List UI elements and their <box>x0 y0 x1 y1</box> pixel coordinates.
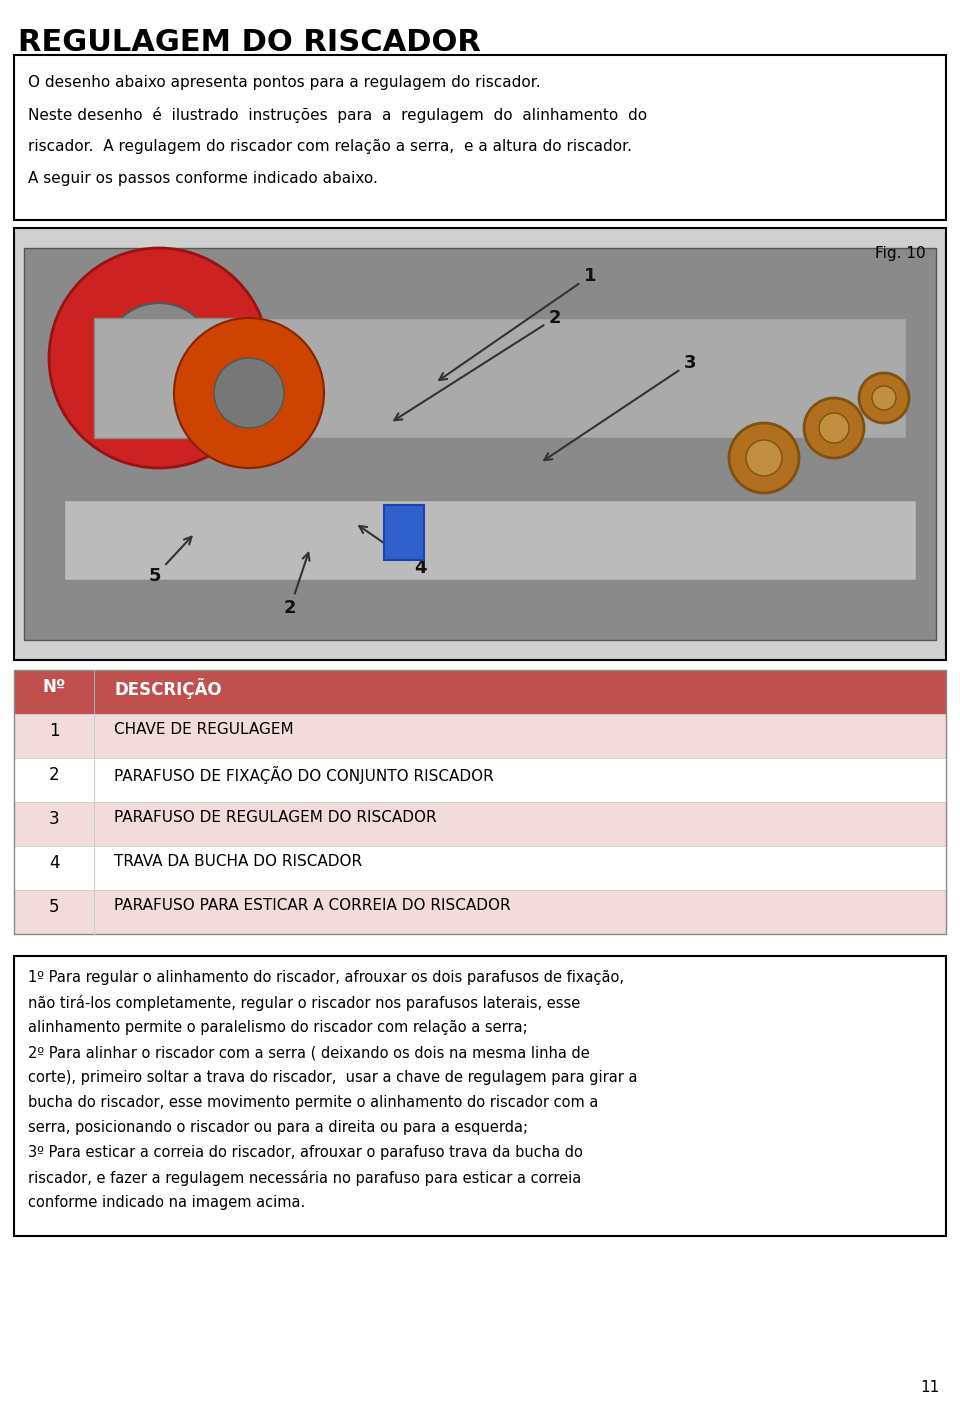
Text: TRAVA DA BUCHA DO RISCADOR: TRAVA DA BUCHA DO RISCADOR <box>114 854 362 869</box>
Text: serra, posicionando o riscador ou para a direita ou para a esquerda;: serra, posicionando o riscador ou para a… <box>28 1120 528 1136</box>
Circle shape <box>729 423 799 494</box>
Text: Fig. 10: Fig. 10 <box>876 245 926 261</box>
Text: corte), primeiro soltar a trava do riscador,  usar a chave de regulagem para gir: corte), primeiro soltar a trava do risca… <box>28 1070 637 1085</box>
Text: Neste desenho  é  ilustrado  instruções  para  a  regulagem  do  alinhamento  do: Neste desenho é ilustrado instruções par… <box>28 107 647 123</box>
Text: 1: 1 <box>49 722 60 740</box>
Text: PARAFUSO DE REGULAGEM DO RISCADOR: PARAFUSO DE REGULAGEM DO RISCADOR <box>114 810 437 824</box>
Text: conforme indicado na imagem acima.: conforme indicado na imagem acima. <box>28 1195 305 1210</box>
Circle shape <box>819 414 849 443</box>
Circle shape <box>104 303 214 414</box>
Bar <box>24 248 936 639</box>
Text: 1: 1 <box>440 266 596 380</box>
Bar <box>14 670 946 714</box>
Text: PARAFUSO PARA ESTICAR A CORREIA DO RISCADOR: PARAFUSO PARA ESTICAR A CORREIA DO RISCA… <box>114 899 511 913</box>
Text: 3º Para esticar a correia do riscador, afrouxar o parafuso trava da bucha do: 3º Para esticar a correia do riscador, a… <box>28 1145 583 1159</box>
Bar <box>384 505 424 559</box>
Bar <box>14 670 946 934</box>
Text: REGULAGEM DO RISCADOR: REGULAGEM DO RISCADOR <box>18 28 481 57</box>
Text: bucha do riscador, esse movimento permite o alinhamento do riscador com a: bucha do riscador, esse movimento permit… <box>28 1095 598 1110</box>
Text: riscador.  A regulagem do riscador com relação a serra,  e a altura do riscador.: riscador. A regulagem do riscador com re… <box>28 139 632 154</box>
Text: riscador, e fazer a regulagem necessária no parafuso para esticar a correia: riscador, e fazer a regulagem necessária… <box>28 1171 581 1186</box>
Text: 5: 5 <box>49 899 60 916</box>
Circle shape <box>746 440 782 477</box>
Bar <box>94 318 906 437</box>
Text: CHAVE DE REGULAGEM: CHAVE DE REGULAGEM <box>114 722 294 737</box>
Circle shape <box>859 373 909 423</box>
Bar <box>14 802 946 845</box>
Bar <box>14 758 946 802</box>
Text: alinhamento permite o paralelismo do riscador com relação a serra;: alinhamento permite o paralelismo do ris… <box>28 1021 528 1035</box>
Bar <box>64 501 916 580</box>
Text: 1º Para regular o alinhamento do riscador, afrouxar os dois parafusos de fixação: 1º Para regular o alinhamento do riscado… <box>28 970 624 986</box>
Bar <box>14 55 946 220</box>
Circle shape <box>804 398 864 458</box>
Text: 5: 5 <box>149 537 192 585</box>
Text: 2: 2 <box>49 765 60 784</box>
Circle shape <box>49 248 269 468</box>
Text: PARAFUSO DE FIXAÇÃO DO CONJUNTO RISCADOR: PARAFUSO DE FIXAÇÃO DO CONJUNTO RISCADOR <box>114 765 493 784</box>
Text: 4: 4 <box>49 854 60 872</box>
Text: O desenho abaixo apresenta pontos para a regulagem do riscador.: O desenho abaixo apresenta pontos para a… <box>28 74 540 90</box>
Bar <box>14 229 946 660</box>
Text: A seguir os passos conforme indicado abaixo.: A seguir os passos conforme indicado aba… <box>28 171 378 186</box>
Text: 3: 3 <box>544 353 696 460</box>
Bar <box>14 890 946 934</box>
Text: 11: 11 <box>921 1380 940 1395</box>
Bar <box>14 956 946 1237</box>
Bar <box>14 845 946 890</box>
Text: 2º Para alinhar o riscador com a serra ( deixando os dois na mesma linha de: 2º Para alinhar o riscador com a serra (… <box>28 1044 589 1060</box>
Circle shape <box>214 358 284 428</box>
Text: 3: 3 <box>49 810 60 829</box>
Text: não tirá-los completamente, regular o riscador nos parafusos laterais, esse: não tirá-los completamente, regular o ri… <box>28 995 580 1011</box>
Circle shape <box>872 386 896 409</box>
Text: 4: 4 <box>359 526 426 578</box>
Circle shape <box>134 334 184 383</box>
Text: DESCRIÇÃO: DESCRIÇÃO <box>114 679 222 700</box>
Text: 2: 2 <box>284 552 309 617</box>
Text: 2: 2 <box>395 308 562 421</box>
Circle shape <box>174 318 324 468</box>
Text: Nº: Nº <box>42 679 65 695</box>
Bar <box>14 714 946 758</box>
